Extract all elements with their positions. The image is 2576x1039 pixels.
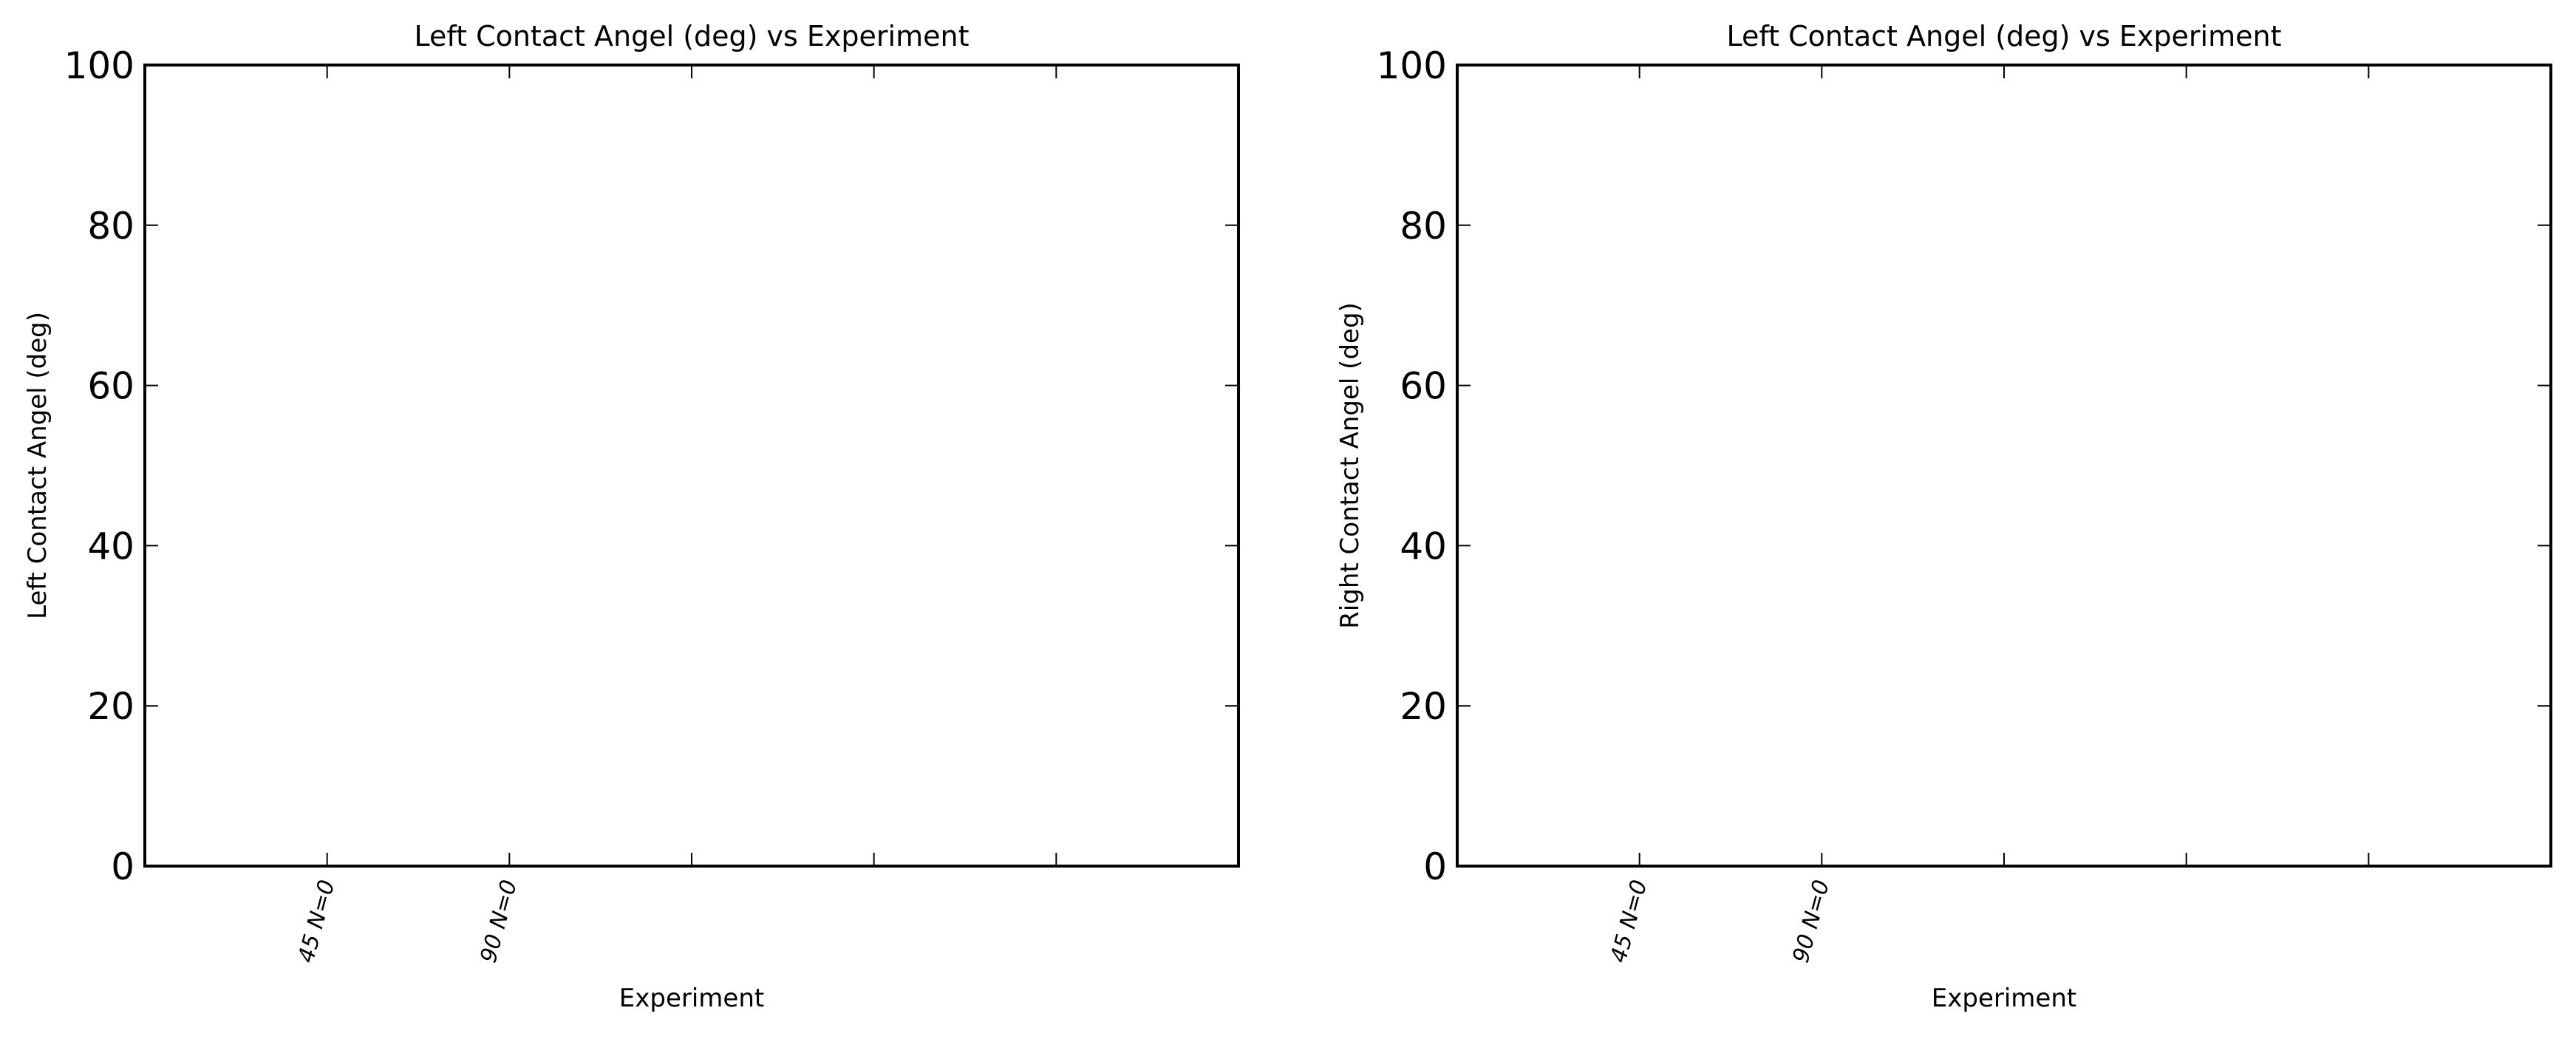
ytick-label: 0 [1423, 845, 1447, 888]
x-axis-label: Experiment [619, 984, 764, 1013]
x-axis-label: Experiment [1932, 984, 2076, 1013]
y-axis-label: Left Contact Angel (deg) [23, 312, 52, 619]
xtick-label: 90 N=0 [476, 877, 522, 966]
ytick-label: 40 [87, 525, 134, 568]
ytick-label: 100 [64, 44, 134, 87]
chart-2: 0 20 40 60 80 100 45 N=0 90 N=0 Left Contact Ang… [1335, 20, 2552, 1013]
ytick-label: 100 [1377, 44, 1447, 87]
ytick-label: 80 [1400, 205, 1447, 248]
chart-title: Left Contact Angel (deg) vs Experiment [1727, 20, 2282, 52]
xtick-label: 45 N=0 [1606, 877, 1652, 966]
ytick-label: 20 [87, 685, 134, 728]
ytick-label: 40 [1400, 525, 1447, 568]
ytick-label: 60 [1400, 365, 1447, 408]
xtick-label: 90 N=0 [1788, 877, 1835, 966]
chart-1: 0 20 40 60 80 100 45 N=0 90 N=0 Left Contact Ang… [23, 20, 1240, 1013]
ytick-label: 0 [111, 845, 134, 888]
plot-frame [1456, 64, 2552, 868]
ytick-label: 20 [1400, 685, 1447, 728]
plot-frame [143, 64, 1240, 868]
chart-title: Left Contact Angel (deg) vs Experiment [415, 20, 970, 52]
xtick-label: 45 N=0 [293, 877, 340, 966]
ytick-label: 60 [87, 365, 134, 408]
ytick-label: 80 [87, 205, 134, 248]
y-axis-label: Right Contact Angel (deg) [1335, 302, 1365, 629]
